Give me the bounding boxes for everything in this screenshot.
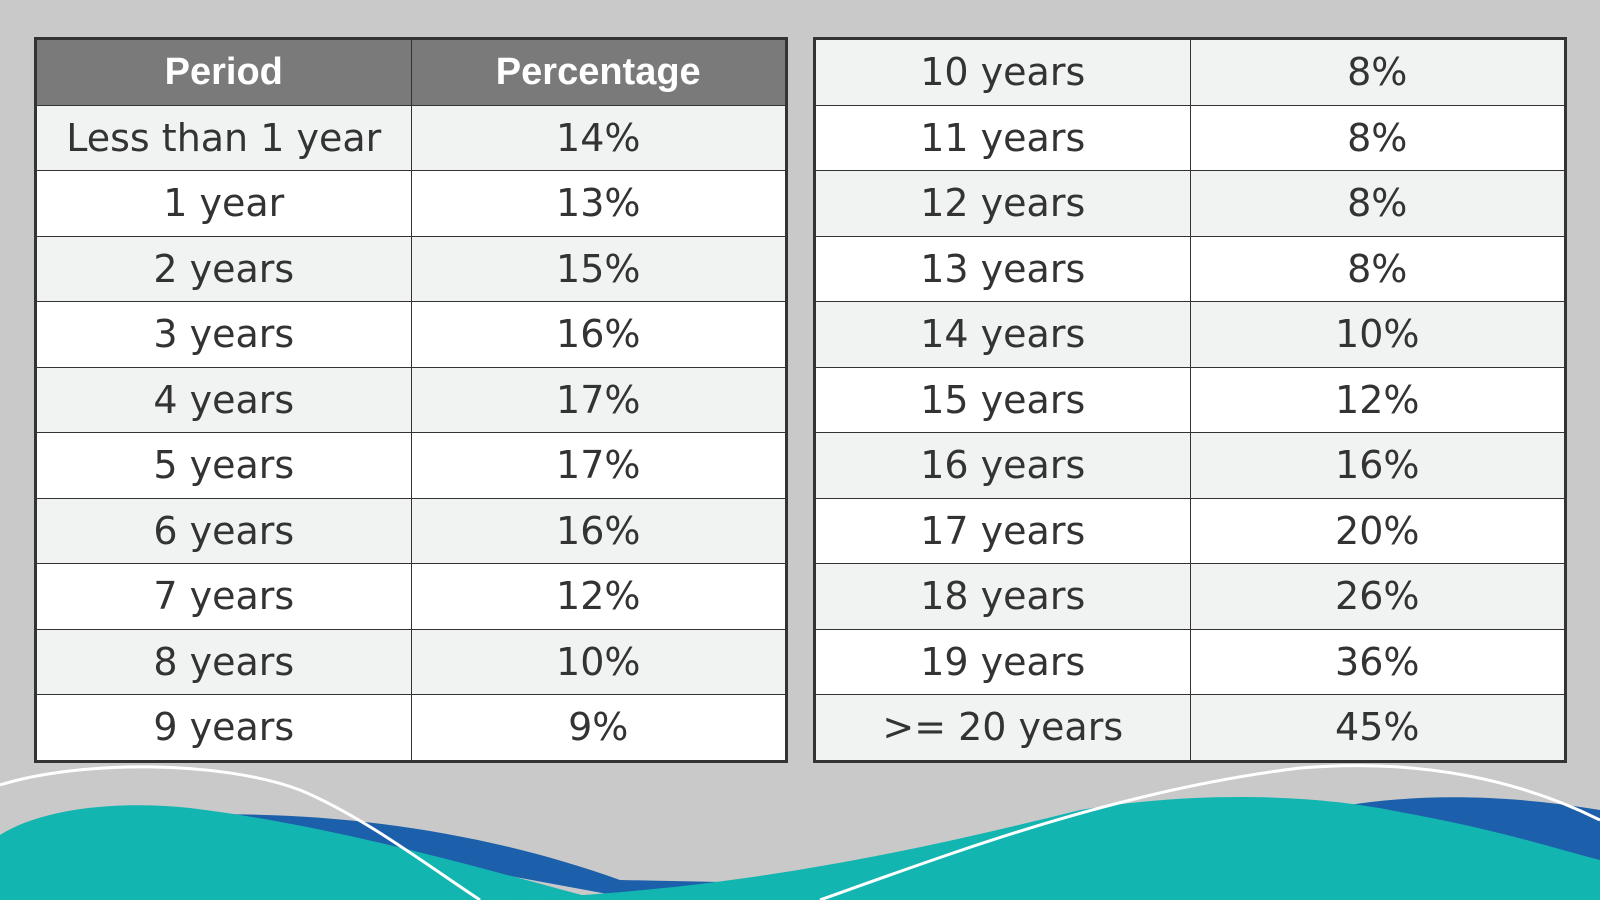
table-row: 17 years 20% bbox=[815, 497, 1565, 564]
period-cell: 18 years bbox=[815, 563, 1191, 630]
percentage-cell: 12% bbox=[410, 563, 786, 630]
table-row: 8 years 10% bbox=[36, 628, 786, 695]
table-row: 19 years 36% bbox=[815, 628, 1565, 695]
table-row: 7 years 12% bbox=[36, 563, 786, 630]
teal-wave-right bbox=[470, 797, 1600, 900]
table-row: 13 years 8% bbox=[815, 235, 1565, 302]
period-cell: 10 years bbox=[815, 39, 1191, 106]
table-row: 12 years 8% bbox=[815, 170, 1565, 237]
table-row: 18 years 26% bbox=[815, 563, 1565, 630]
left-table-container: Period Percentage Less than 1 year 14% 1 y… bbox=[34, 37, 788, 763]
table-row: 3 years 16% bbox=[36, 301, 786, 368]
percentage-cell: 45% bbox=[1189, 694, 1565, 761]
table-row: 16 years 16% bbox=[815, 432, 1565, 499]
period-cell: 13 years bbox=[815, 235, 1191, 302]
header-period: Period bbox=[36, 39, 412, 106]
decorative-waves bbox=[0, 764, 1600, 900]
percentage-cell: 14% bbox=[410, 104, 786, 171]
percentage-cell: 36% bbox=[1189, 628, 1565, 695]
table-row: 11 years 8% bbox=[815, 104, 1565, 171]
table-header-row: Period Percentage bbox=[36, 39, 786, 106]
percentage-cell: 9% bbox=[410, 694, 786, 761]
table-row: 9 years 9% bbox=[36, 694, 786, 761]
period-cell: 1 year bbox=[36, 170, 412, 237]
percentage-cell: 10% bbox=[410, 628, 786, 695]
percentage-cell: 16% bbox=[410, 497, 786, 564]
period-cell: 14 years bbox=[815, 301, 1191, 368]
percentage-cell: 8% bbox=[1189, 39, 1565, 106]
period-cell: 3 years bbox=[36, 301, 412, 368]
percentage-cell: 8% bbox=[1189, 104, 1565, 171]
table-row: 4 years 17% bbox=[36, 366, 786, 433]
period-cell: 12 years bbox=[815, 170, 1191, 237]
period-cell: >= 20 years bbox=[815, 694, 1191, 761]
percentage-cell: 26% bbox=[1189, 563, 1565, 630]
percentage-cell: 12% bbox=[1189, 366, 1565, 433]
period-cell: 8 years bbox=[36, 628, 412, 695]
period-cell: 2 years bbox=[36, 235, 412, 302]
right-table-container: 10 years 8% 11 years 8% 12 years 8% 13 years 8%… bbox=[813, 37, 1567, 763]
period-cell: 17 years bbox=[815, 497, 1191, 564]
white-curve-right bbox=[819, 764, 1600, 900]
period-cell: 9 years bbox=[36, 694, 412, 761]
period-cell: Less than 1 year bbox=[36, 104, 412, 171]
period-cell: 15 years bbox=[815, 366, 1191, 433]
percentage-cell: 17% bbox=[410, 366, 786, 433]
percentage-cell: 15% bbox=[410, 235, 786, 302]
period-cell: 19 years bbox=[815, 628, 1191, 695]
table-row: Less than 1 year 14% bbox=[36, 104, 786, 171]
percentage-cell: 8% bbox=[1189, 170, 1565, 237]
period-cell: 5 years bbox=[36, 432, 412, 499]
left-period-table: Period Percentage Less than 1 year 14% 1 y… bbox=[36, 39, 786, 761]
table-row: >= 20 years 45% bbox=[815, 694, 1565, 761]
teal-wave-left bbox=[0, 805, 600, 900]
period-cell: 16 years bbox=[815, 432, 1191, 499]
percentage-cell: 16% bbox=[410, 301, 786, 368]
table-row: 15 years 12% bbox=[815, 366, 1565, 433]
header-percentage: Percentage bbox=[410, 39, 786, 106]
percentage-cell: 8% bbox=[1189, 235, 1565, 302]
table-row: 10 years 8% bbox=[815, 39, 1565, 106]
period-cell: 7 years bbox=[36, 563, 412, 630]
percentage-cell: 16% bbox=[1189, 432, 1565, 499]
percentage-cell: 10% bbox=[1189, 301, 1565, 368]
period-cell: 4 years bbox=[36, 366, 412, 433]
table-row: 2 years 15% bbox=[36, 235, 786, 302]
period-cell: 6 years bbox=[36, 497, 412, 564]
table-row: 6 years 16% bbox=[36, 497, 786, 564]
table-row: 5 years 17% bbox=[36, 432, 786, 499]
white-curve-left bbox=[0, 765, 481, 900]
percentage-cell: 20% bbox=[1189, 497, 1565, 564]
period-cell: 11 years bbox=[815, 104, 1191, 171]
table-row: 14 years 10% bbox=[815, 301, 1565, 368]
percentage-cell: 17% bbox=[410, 432, 786, 499]
percentage-cell: 13% bbox=[410, 170, 786, 237]
table-row: 1 year 13% bbox=[36, 170, 786, 237]
right-period-table: 10 years 8% 11 years 8% 12 years 8% 13 years 8%… bbox=[815, 39, 1565, 761]
